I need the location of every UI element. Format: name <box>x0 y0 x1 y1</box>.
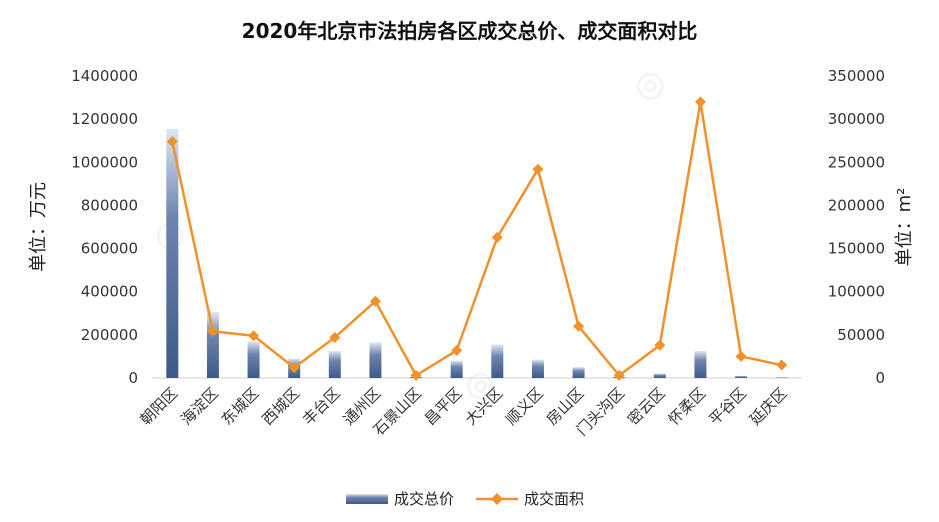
bar <box>531 359 544 378</box>
right-tick-label: 0 <box>875 369 885 387</box>
bar <box>775 377 788 378</box>
left-tick-label: 1200000 <box>71 110 138 128</box>
category-label: 怀柔区 <box>665 384 710 429</box>
bar <box>735 375 748 378</box>
legend-label-bar: 成交总价 <box>394 490 454 508</box>
category-label: 顺义区 <box>502 384 547 429</box>
category-label: 东城区 <box>218 384 263 429</box>
category-label: 海淀区 <box>177 384 222 429</box>
line-series <box>166 96 788 381</box>
left-tick-label: 200000 <box>81 326 138 344</box>
category-label: 密云区 <box>624 384 669 429</box>
line-point <box>613 369 625 381</box>
line-point <box>776 359 788 371</box>
line-point <box>166 136 178 148</box>
right-tick-label: 200000 <box>828 196 885 214</box>
legend-label-line: 成交面积 <box>524 490 584 508</box>
line-point <box>573 320 585 332</box>
left-tick-label: 1000000 <box>71 153 138 171</box>
bar <box>206 312 219 378</box>
line-point <box>735 350 747 362</box>
left-tick-label: 0 <box>128 369 138 387</box>
left-tick-label: 400000 <box>81 283 138 301</box>
right-axis: 0 50000 100000 150000 200000 250000 300000 3500… <box>828 67 885 387</box>
category-label: 延庆区 <box>746 384 791 429</box>
right-tick-label: 150000 <box>828 240 885 258</box>
line-point <box>207 325 219 337</box>
bar <box>694 351 707 378</box>
left-axis: 0 200000 400000 600000 800000 1000000 1200000 1… <box>71 67 138 387</box>
category-label: 昌平区 <box>421 384 466 429</box>
line-point <box>451 344 463 356</box>
y-axis-label-left: 单位：万元 <box>28 182 49 272</box>
legend-swatch-bar <box>346 494 388 504</box>
chart-title: 2020年北京市法拍房各区成交总价、成交面积对比 <box>242 19 698 43</box>
left-tick-label: 1400000 <box>71 67 138 85</box>
left-tick-label: 800000 <box>81 196 138 214</box>
line-point <box>491 231 503 243</box>
line-point <box>410 369 422 381</box>
line-point <box>532 163 544 175</box>
bar <box>369 342 382 378</box>
left-tick-label: 600000 <box>81 240 138 258</box>
line-point <box>694 96 706 108</box>
category-label: 丰台区 <box>299 384 344 429</box>
watermark-mark: ◎ <box>628 60 670 108</box>
watermark-layer: ◎ ◎ ◎ <box>148 60 670 408</box>
right-tick-label: 50000 <box>837 326 885 344</box>
bar <box>328 351 341 378</box>
bar <box>247 341 260 378</box>
line-point <box>288 362 300 374</box>
legend-swatch-marker <box>491 493 503 505</box>
category-label: 西城区 <box>258 384 303 429</box>
bar <box>572 367 585 378</box>
category-label: 朝阳区 <box>137 384 182 429</box>
right-tick-label: 350000 <box>828 67 885 85</box>
line-point <box>654 339 666 351</box>
series-line <box>171 100 782 377</box>
bar <box>491 344 504 378</box>
line-point <box>369 295 381 307</box>
category-labels: 朝阳区海淀区东城区西城区丰台区通州区石景山区昌平区大兴区顺义区房山区门头沟区密云… <box>137 384 791 439</box>
y-axis-label-right: 单位：m² <box>894 188 915 267</box>
bar <box>166 128 179 378</box>
line-point <box>329 331 341 343</box>
right-tick-label: 300000 <box>828 110 885 128</box>
legend: 成交总价 成交面积 <box>346 490 584 508</box>
right-tick-label: 250000 <box>828 153 885 171</box>
right-tick-label: 100000 <box>828 283 885 301</box>
bar <box>653 373 666 378</box>
line-point <box>248 330 260 342</box>
bar <box>450 360 463 378</box>
category-label: 平谷区 <box>705 384 750 429</box>
